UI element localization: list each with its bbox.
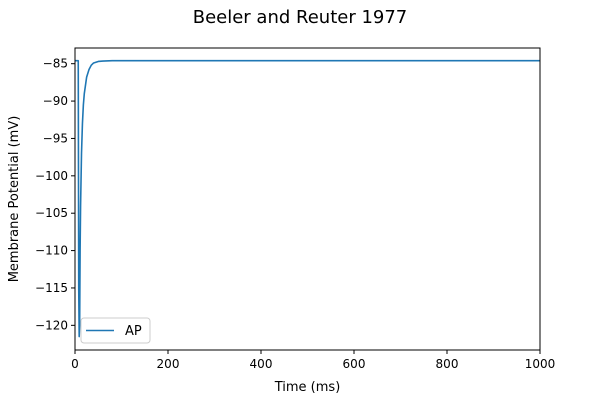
chart-title: Beeler and Reuter 1977 bbox=[193, 7, 408, 28]
y-tick-label: −105 bbox=[35, 206, 68, 220]
y-tick-label: −85 bbox=[43, 57, 68, 71]
x-tick-label: 400 bbox=[250, 357, 273, 371]
plot-frame bbox=[74, 47, 541, 351]
y-tick-label: −90 bbox=[43, 94, 68, 108]
y-tick-label: −115 bbox=[35, 281, 68, 295]
x-tick-label: 200 bbox=[157, 357, 180, 371]
legend-label-ap: AP bbox=[125, 324, 142, 339]
x-axis-label: Time (ms) bbox=[274, 380, 341, 395]
y-axis-ticks: −85 −90 −95 −100 −105 −110 −115 −120 bbox=[35, 57, 75, 332]
y-tick-label: −100 bbox=[35, 169, 68, 183]
y-tick-label: −120 bbox=[35, 318, 68, 332]
x-tick-label: 1000 bbox=[525, 357, 556, 371]
series-line-ap bbox=[74, 59, 540, 338]
x-tick-label: 600 bbox=[343, 357, 366, 371]
legend-box bbox=[80, 317, 151, 344]
plot-area bbox=[74, 47, 541, 351]
x-axis-ticks: 0 200 400 600 800 1000 bbox=[71, 350, 555, 371]
plot-background bbox=[75, 48, 540, 350]
y-tick-label: −95 bbox=[43, 131, 68, 145]
x-tick-label: 800 bbox=[436, 357, 459, 371]
series-layer bbox=[74, 59, 540, 338]
x-tick-label: 0 bbox=[71, 357, 79, 371]
y-axis-label: Membrane Potential (mV) bbox=[7, 116, 22, 283]
legend: AP bbox=[80, 317, 151, 344]
y-tick-label: −110 bbox=[35, 244, 68, 258]
